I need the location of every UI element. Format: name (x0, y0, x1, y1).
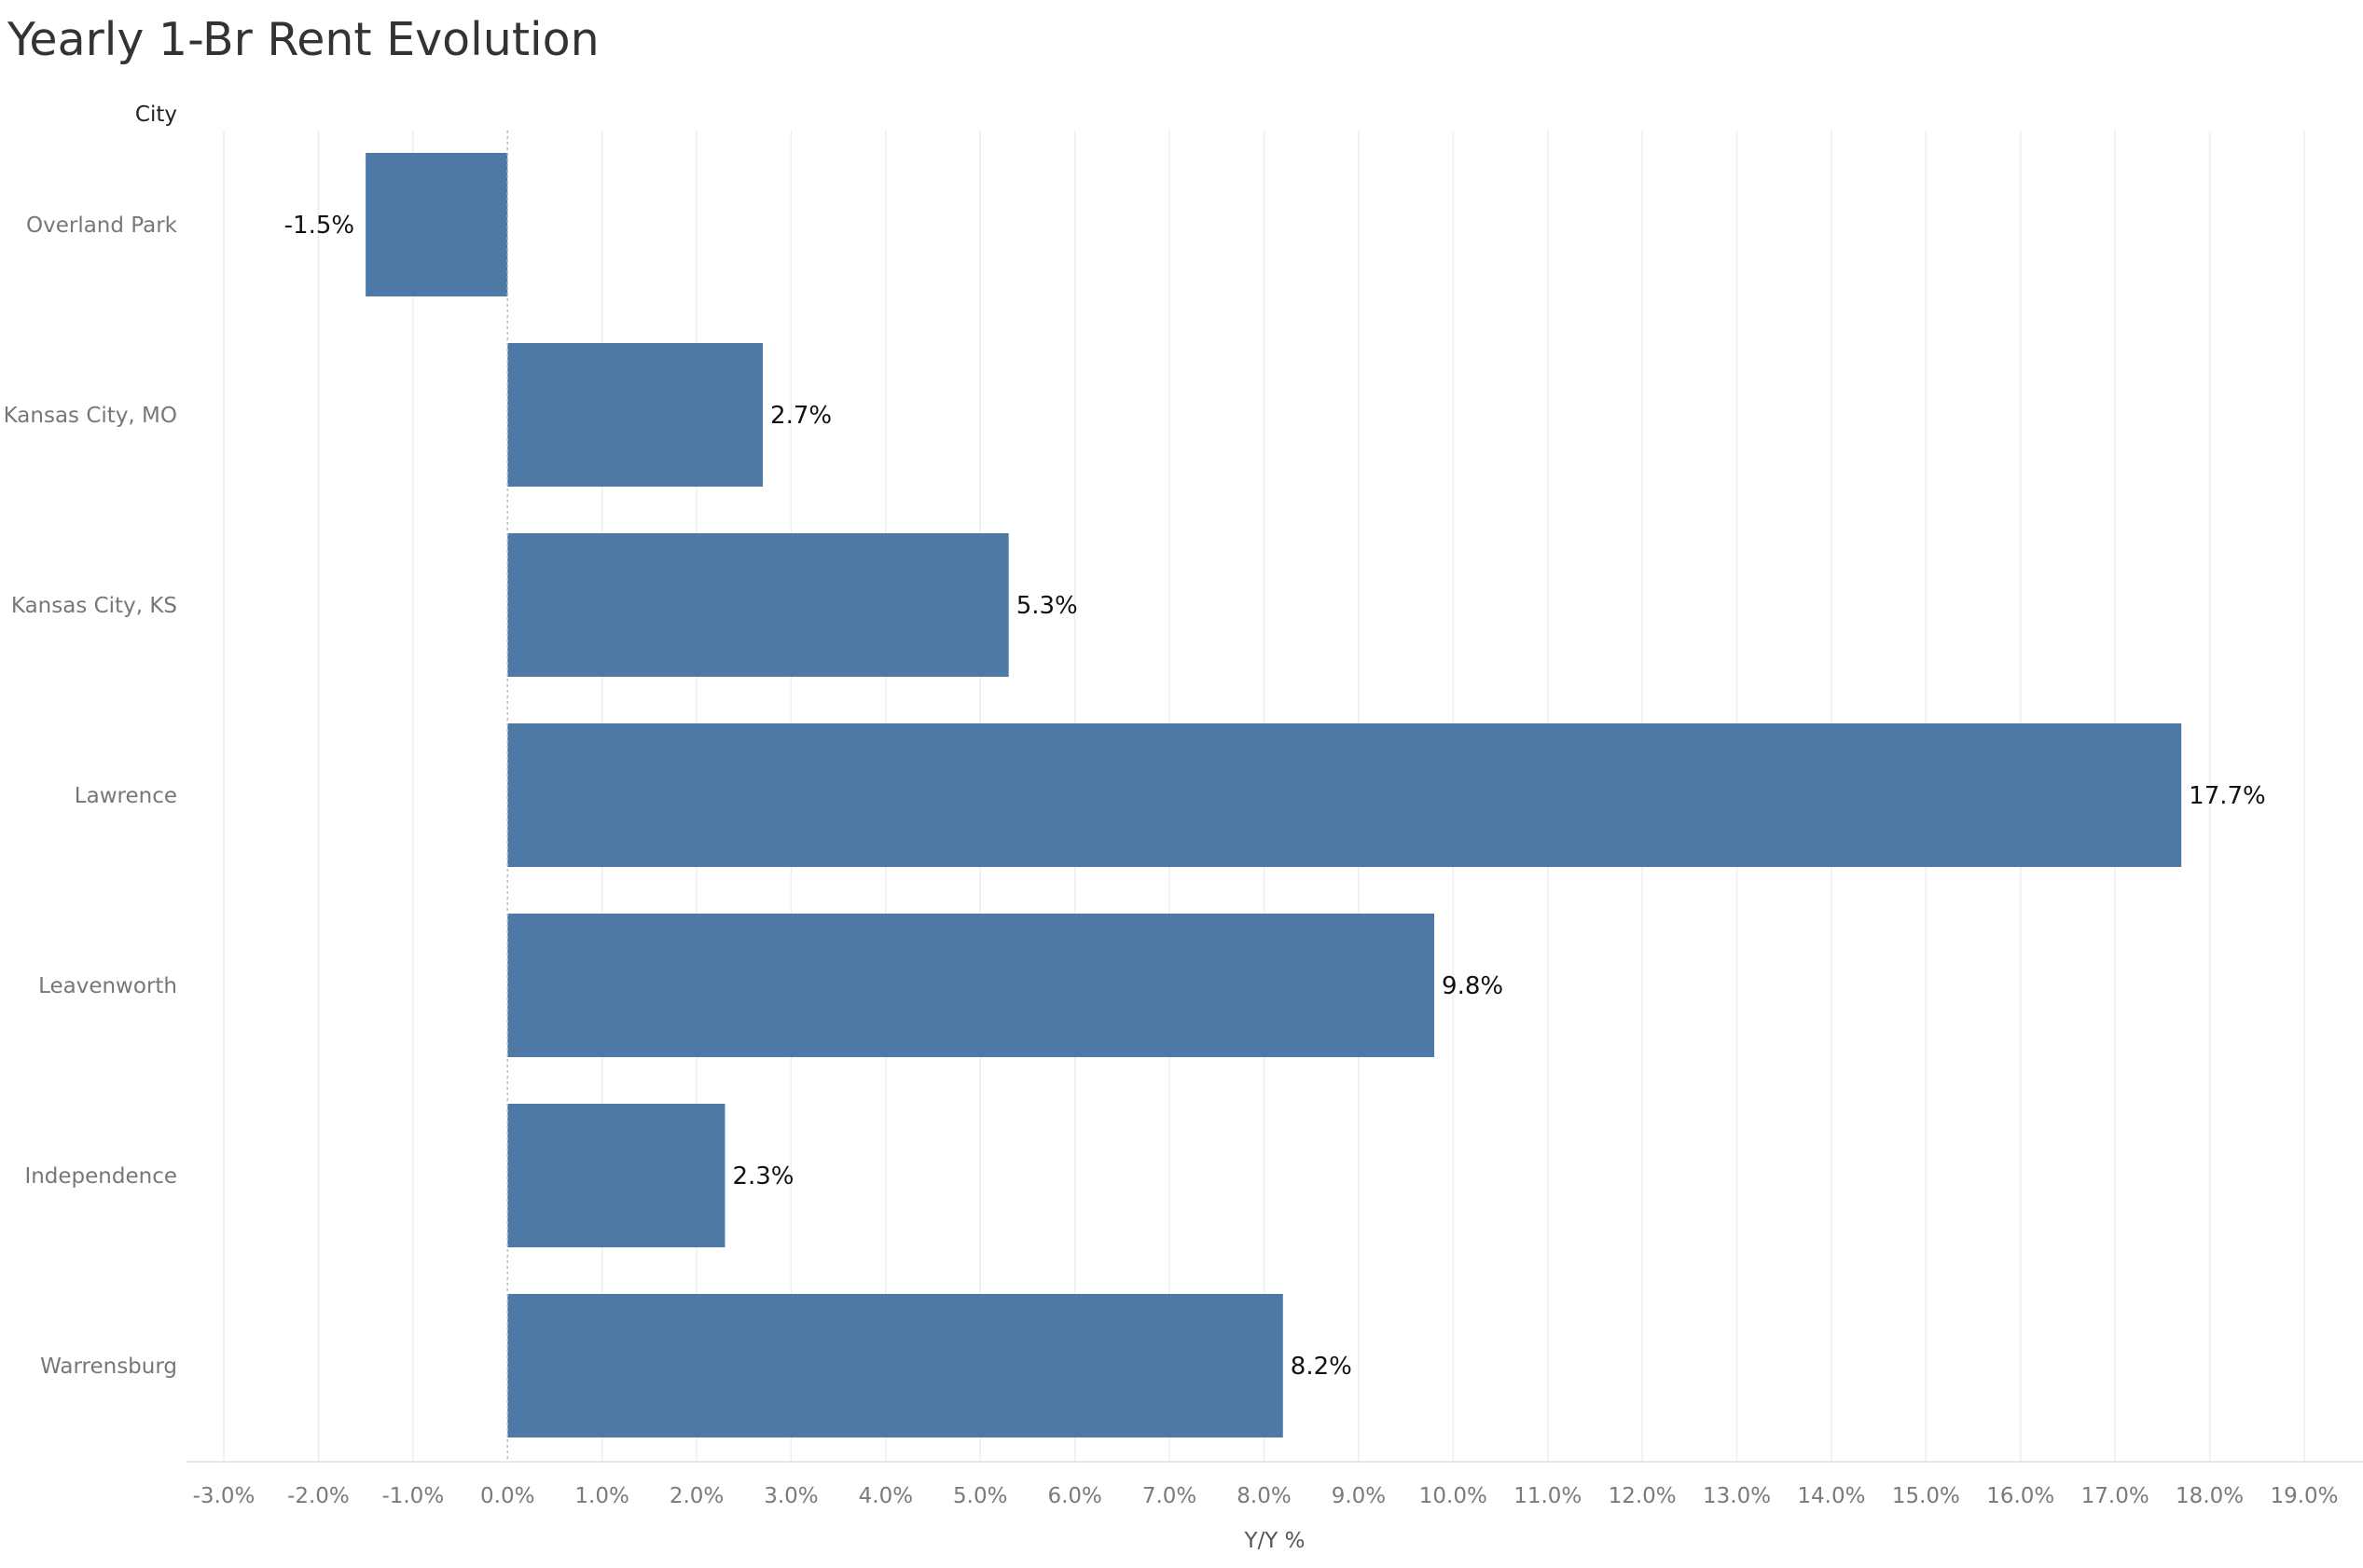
bar[interactable] (507, 343, 764, 487)
x-tick-label: 3.0% (764, 1484, 818, 1508)
x-tick-label: 14.0% (1797, 1484, 1865, 1508)
category-label: Kansas City, KS (11, 594, 177, 618)
x-tick-label: 10.0% (1419, 1484, 1487, 1508)
x-tick-label: -1.0% (381, 1484, 444, 1508)
x-tick-label: 18.0% (2176, 1484, 2244, 1508)
x-tick-label: 15.0% (1892, 1484, 1960, 1508)
data-label: 2.7% (770, 402, 832, 430)
category-label: Leavenworth (38, 974, 177, 998)
data-label: 5.3% (1016, 592, 1078, 620)
x-tick-label: 2.0% (670, 1484, 724, 1508)
x-tick-label: 11.0% (1513, 1484, 1582, 1508)
x-tick-label: 17.0% (2081, 1484, 2149, 1508)
data-label: 8.2% (1291, 1353, 1352, 1381)
x-tick-label: 4.0% (859, 1484, 913, 1508)
row-header-label: City (135, 103, 177, 127)
x-tick-label: 6.0% (1047, 1484, 1101, 1508)
data-label: 9.8% (1442, 972, 1503, 1000)
x-tick-label: 16.0% (1986, 1484, 2054, 1508)
x-tick-label: 7.0% (1142, 1484, 1196, 1508)
x-tick-label: 5.0% (953, 1484, 1007, 1508)
category-label: Overland Park (26, 213, 178, 238)
x-tick-label: -3.0% (193, 1484, 256, 1508)
bars-layer (366, 153, 2182, 1437)
data-label: -1.5% (284, 212, 354, 240)
bar[interactable] (507, 1104, 725, 1247)
x-tick-label: 12.0% (1609, 1484, 1677, 1508)
category-label: Independence (24, 1164, 177, 1189)
bar[interactable] (507, 914, 1435, 1057)
bar[interactable] (507, 1294, 1283, 1437)
x-axis: -3.0% -2.0% -1.0% 0.0% 1.0% 2.0% 3.0% 4.0% 5.0% 6… (187, 1461, 2363, 1508)
x-axis-title: Y/Y % (1243, 1529, 1305, 1553)
x-tick-label: 19.0% (2270, 1484, 2338, 1508)
category-label: Lawrence (75, 784, 177, 808)
x-tick-label: 9.0% (1332, 1484, 1386, 1508)
x-tick-label: -2.0% (287, 1484, 350, 1508)
labels-layer: Overland Park -1.5% Kansas City, MO 2.7% Kan… (4, 212, 2266, 1381)
bar[interactable] (366, 153, 508, 296)
x-tick-label: 8.0% (1237, 1484, 1291, 1508)
data-label: 2.3% (732, 1162, 794, 1190)
category-label: Warrensburg (40, 1355, 177, 1379)
chart-title: Yearly 1-Br Rent Evolution (7, 13, 600, 66)
x-tick-label: 13.0% (1703, 1484, 1771, 1508)
bar[interactable] (507, 533, 1009, 677)
x-tick-label: 0.0% (480, 1484, 534, 1508)
data-label: 17.7% (2189, 782, 2266, 810)
x-tick-label: 1.0% (574, 1484, 629, 1508)
category-label: Kansas City, MO (4, 404, 177, 428)
bar[interactable] (507, 723, 2182, 867)
